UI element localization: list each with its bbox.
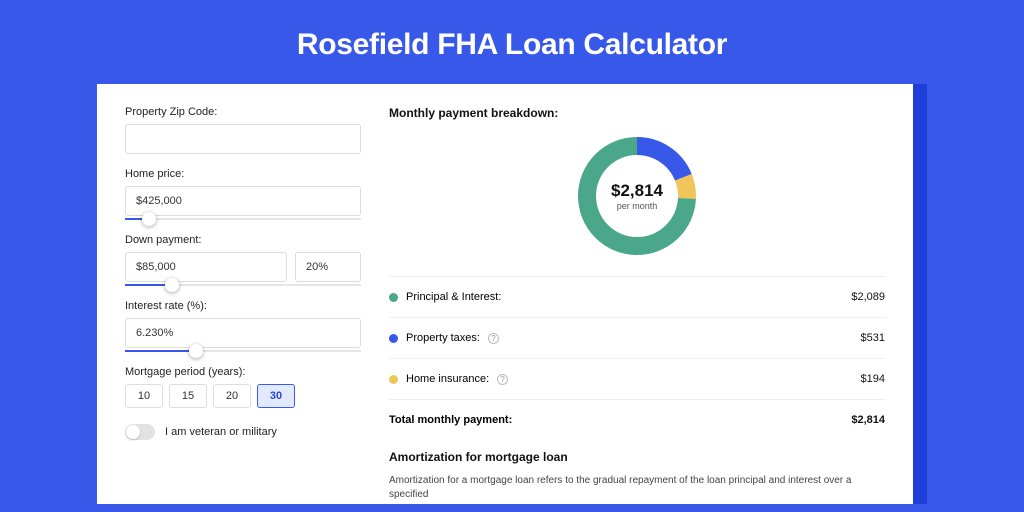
slider-thumb[interactable] (165, 278, 179, 292)
donut-chart-wrap: $2,814 per month (389, 132, 885, 270)
home-price-input[interactable] (125, 186, 361, 216)
breakdown-value: $194 (861, 373, 885, 385)
home-price-field: Home price: (125, 168, 361, 220)
zip-label: Property Zip Code: (125, 106, 361, 118)
interest-input[interactable] (125, 318, 361, 348)
home-price-slider[interactable] (125, 218, 361, 220)
donut-chart: $2,814 per month (577, 136, 697, 256)
down-payment-slider[interactable] (125, 284, 361, 286)
veteran-label: I am veteran or military (165, 426, 277, 438)
legend-dot (389, 334, 398, 343)
veteran-toggle[interactable] (125, 424, 155, 440)
zip-input[interactable] (125, 124, 361, 154)
down-payment-field: Down payment: (125, 234, 361, 286)
donut-amount: $2,814 (611, 181, 663, 201)
veteran-toggle-row: I am veteran or military (125, 424, 361, 440)
total-row: Total monthly payment: $2,814 (389, 406, 885, 434)
total-label: Total monthly payment: (389, 414, 512, 426)
period-button-20[interactable]: 20 (213, 384, 251, 408)
form-column: Property Zip Code: Home price: Down paym… (125, 106, 361, 504)
donut-sub: per month (617, 201, 658, 211)
info-icon[interactable]: ? (497, 374, 508, 385)
amortization-title: Amortization for mortgage loan (389, 450, 885, 464)
page-title: Rosefield FHA Loan Calculator (0, 0, 1024, 84)
breakdown-row: Property taxes:? $531 (389, 324, 885, 352)
calculator-card: Property Zip Code: Home price: Down paym… (97, 84, 913, 504)
amortization-text: Amortization for a mortgage loan refers … (389, 474, 885, 502)
period-button-30[interactable]: 30 (257, 384, 295, 408)
interest-field: Interest rate (%): (125, 300, 361, 352)
period-button-15[interactable]: 15 (169, 384, 207, 408)
divider (389, 276, 885, 277)
legend-dot (389, 375, 398, 384)
divider (389, 399, 885, 400)
divider (389, 358, 885, 359)
slider-thumb[interactable] (142, 212, 156, 226)
breakdown-value: $531 (861, 332, 885, 344)
zip-field: Property Zip Code: (125, 106, 361, 154)
donut-center: $2,814 per month (577, 136, 697, 256)
home-price-label: Home price: (125, 168, 361, 180)
divider (389, 317, 885, 318)
toggle-knob (126, 425, 140, 439)
breakdown-row: Principal & Interest: $2,089 (389, 283, 885, 311)
breakdown-value: $2,089 (851, 291, 885, 303)
down-payment-label: Down payment: (125, 234, 361, 246)
breakdown-row: Home insurance:? $194 (389, 365, 885, 393)
breakdown-column: Monthly payment breakdown: $2,814 per mo… (389, 106, 885, 504)
breakdown-label: Home insurance: (406, 373, 489, 385)
interest-label: Interest rate (%): (125, 300, 361, 312)
slider-thumb[interactable] (189, 344, 203, 358)
breakdown-label: Principal & Interest: (406, 291, 501, 303)
down-payment-pct-input[interactable] (295, 252, 361, 282)
interest-slider[interactable] (125, 350, 361, 352)
info-icon[interactable]: ? (488, 333, 499, 344)
breakdown-label: Property taxes: (406, 332, 480, 344)
period-button-10[interactable]: 10 (125, 384, 163, 408)
total-value: $2,814 (851, 414, 885, 426)
period-label: Mortgage period (years): (125, 366, 361, 378)
card-shadow: Property Zip Code: Home price: Down paym… (97, 84, 927, 504)
breakdown-title: Monthly payment breakdown: (389, 106, 885, 120)
legend-dot (389, 293, 398, 302)
period-field: Mortgage period (years): 10152030 (125, 366, 361, 408)
down-payment-input[interactable] (125, 252, 287, 282)
